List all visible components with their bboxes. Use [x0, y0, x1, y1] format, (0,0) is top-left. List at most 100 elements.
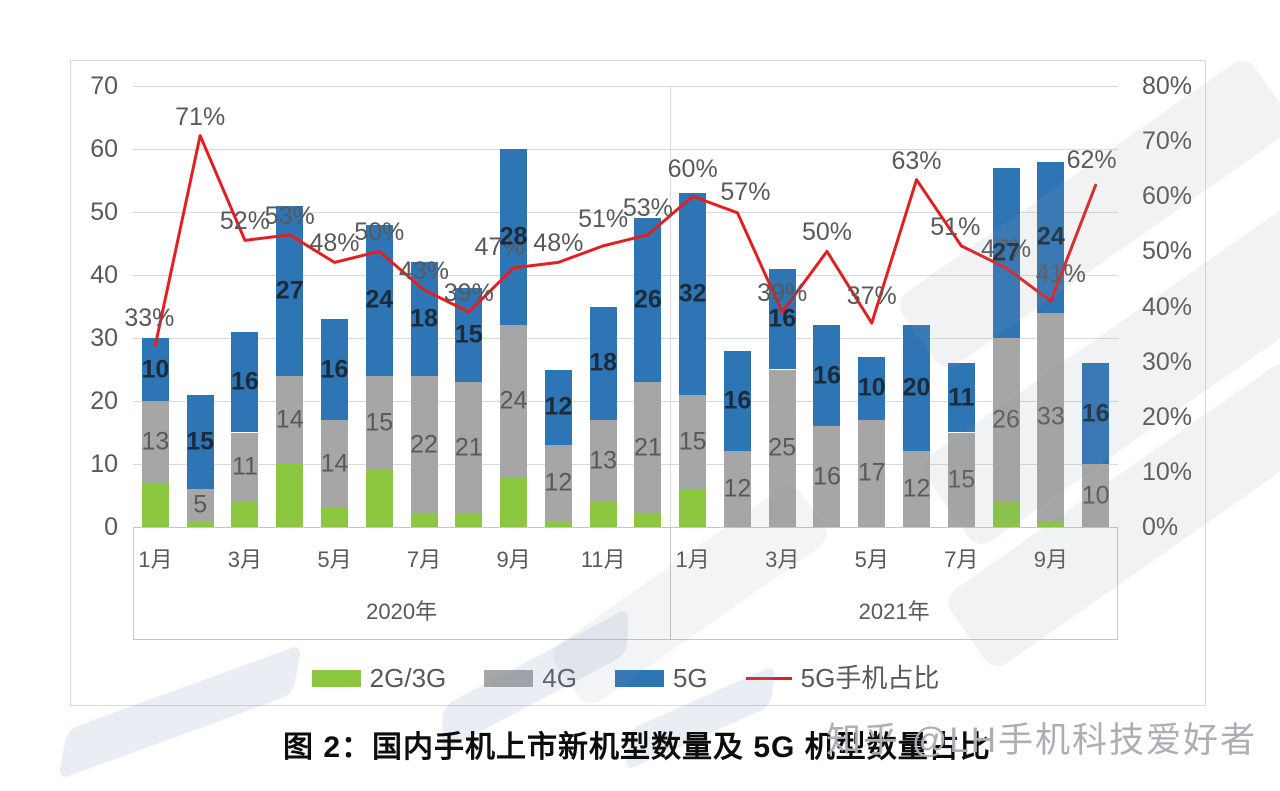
bar-segment-2g-3g: [544, 520, 572, 527]
line-data-label: 53%: [622, 193, 673, 222]
gridline: [133, 149, 1118, 150]
bar-value-label-4g: 21: [454, 433, 483, 462]
legend-item-5g: 5G: [614, 665, 708, 691]
line-data-label: 51%: [930, 212, 981, 241]
bar-segment-5g: [141, 338, 169, 401]
legend: 2G/3G 4G 5G 5G手机占比: [133, 662, 1118, 694]
legend-swatch-5g: [614, 669, 664, 687]
bar-value-label-4g: 16: [813, 462, 841, 491]
bar-segment-2g-3g: [365, 470, 393, 527]
bar-segment-2g-3g: [320, 508, 348, 527]
gridline: [133, 86, 1118, 87]
bar-segment-4g: [1082, 464, 1110, 527]
bar-segment-4g: [858, 419, 886, 527]
left-axis-tick: 20: [90, 387, 118, 415]
bar-value-label-4g: 21: [633, 433, 662, 462]
line-data-label: 63%: [891, 146, 942, 175]
line-data-label: 60%: [667, 155, 718, 184]
bar-value-label-4g: 12: [723, 474, 752, 503]
bar-segment-5g: [544, 369, 572, 446]
year-divider-axis: [670, 527, 672, 640]
x-axis-month-tick: 5月: [854, 547, 889, 572]
legend-item-5g-share: 5G手机占比: [745, 663, 940, 693]
right-axis-tick: 10%: [1142, 457, 1193, 486]
bar-segment-2g-3g: [634, 514, 662, 527]
x-axis-month-tick: 7月: [944, 547, 979, 572]
bar-segment-4g: [679, 394, 707, 490]
legend-swatch-2g3g: [311, 669, 361, 687]
bar-value-label-5g: 16: [813, 361, 841, 390]
legend-swatch-4g: [484, 669, 534, 687]
bar-segment-4g: [320, 419, 348, 509]
bar-value-label-5g: 12: [544, 392, 573, 421]
bar-value-label-4g: 14: [275, 405, 304, 434]
zhihu-watermark: 知乎 @LH手机科技爱好者: [826, 721, 1257, 760]
bar-value-label-5g: 28: [499, 222, 528, 251]
bar-value-label-4g: 25: [768, 433, 797, 462]
x-axis-year-label: 2020年: [366, 599, 438, 624]
bar-segment-4g: [947, 432, 975, 527]
bar-value-label-4g: 15: [365, 408, 394, 437]
legend-line-swatch-5g-share: [745, 676, 792, 680]
legend-item-2g3g: 2G/3G: [311, 665, 446, 691]
right-axis-tick: 20%: [1142, 402, 1193, 431]
bar-value-label-5g: 10: [141, 355, 170, 383]
line-data-label: 51%: [578, 204, 629, 233]
legend-label-5g-share: 5G手机占比: [800, 663, 940, 693]
bar-value-label-5g: 10: [857, 373, 886, 402]
line-data-label: 37%: [846, 282, 897, 311]
line-data-label: 52%: [219, 207, 270, 236]
gridline: [133, 464, 1118, 465]
bar-segment-5g: [947, 363, 975, 433]
x-axis-month-tick: 7月: [406, 547, 442, 572]
x-axis-month-tick: 5月: [317, 547, 352, 572]
bar-value-label-5g: 24: [1036, 222, 1065, 251]
bar-value-label-5g: 18: [410, 304, 438, 333]
bar-value-label-4g: 15: [678, 427, 707, 456]
line-data-label: 43%: [398, 256, 450, 285]
bar-value-label-5g: 27: [275, 276, 304, 305]
right-axis-tick: 60%: [1142, 182, 1193, 211]
x-axis-month-tick: 9月: [496, 547, 531, 572]
line-data-label: 41%: [1035, 259, 1086, 288]
line-data-label: 57%: [720, 177, 771, 206]
bar-segment-2g-3g: [141, 482, 169, 527]
bar-value-label-5g: 15: [186, 427, 215, 456]
bar-segment-2g-3g: [992, 501, 1020, 527]
line-data-label: 33%: [124, 304, 175, 333]
x-axis-month-tick: 1月: [138, 547, 173, 572]
legend-label-4g: 4G: [542, 663, 577, 693]
gridline: [133, 401, 1118, 402]
bar-segment-4g: [544, 445, 572, 521]
bar-value-label-4g: 15: [947, 465, 976, 494]
bar-segment-5g: [1082, 363, 1110, 464]
right-axis-tick: 0%: [1142, 513, 1179, 541]
x-axis-month-tick: 9月: [1033, 547, 1068, 572]
right-axis-tick: 70%: [1142, 127, 1193, 156]
bar-segment-4g: [903, 451, 931, 527]
bar-segment-4g: [813, 426, 841, 527]
bar-value-label-5g: 16: [723, 386, 752, 415]
bar-segment-2g-3g: [410, 514, 438, 527]
bar-value-label-5g: 11: [948, 383, 975, 412]
bar-value-label-5g: 15: [454, 320, 483, 349]
bar-segment-5g: [231, 331, 259, 433]
right-axis-tick: 40%: [1142, 292, 1193, 321]
bar-segment-4g: [723, 451, 751, 527]
bar-segment-4g: [634, 382, 662, 515]
bar-value-label-5g: 26: [633, 285, 662, 314]
bar-value-label-4g: 11: [231, 452, 258, 481]
line-data-label: 50%: [354, 218, 405, 247]
bar-segment-4g: [231, 432, 259, 502]
x-axis-month-tick: 3月: [227, 547, 263, 572]
bar-segment-4g: [589, 419, 617, 502]
line-data-label: 39%: [757, 279, 808, 307]
bar-segment-4g: [186, 489, 214, 521]
bar-segment-2g-3g: [589, 501, 617, 527]
line-data-label: 50%: [801, 218, 852, 247]
left-axis-tick: 10: [90, 450, 118, 478]
bar-value-label-5g: 16: [768, 304, 797, 333]
bar-value-label-5g: 16: [1081, 399, 1110, 428]
x-axis-month-tick: 1月: [675, 547, 710, 572]
